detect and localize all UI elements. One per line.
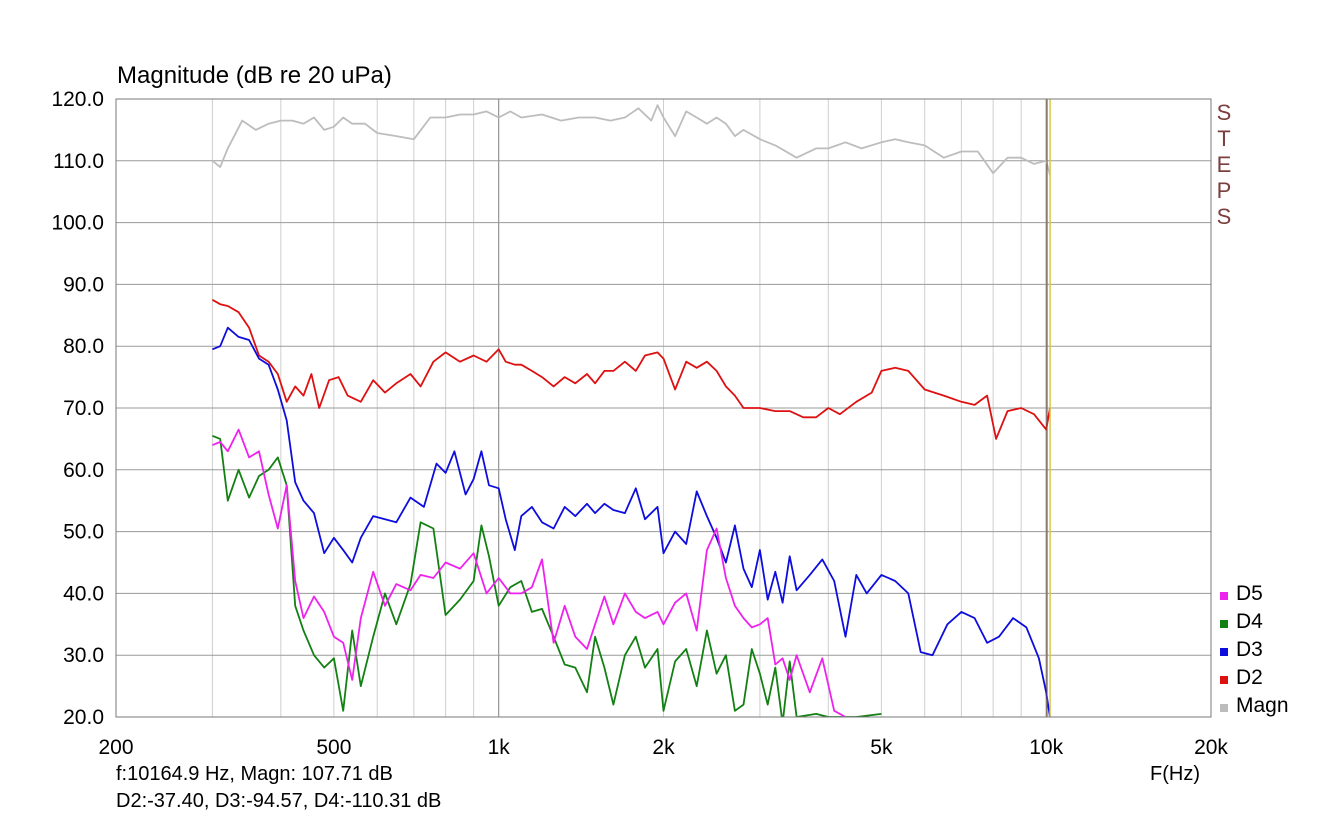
legend-item: D5 xyxy=(1220,580,1289,608)
series-line-d4 xyxy=(212,434,882,717)
x-tick-label: 5k xyxy=(870,736,893,759)
x-tick-label: 500 xyxy=(316,736,351,759)
series-line-d2 xyxy=(211,299,1051,440)
x-tick-label: 200 xyxy=(98,736,133,759)
legend-label: D5 xyxy=(1236,582,1263,605)
y-tick-label: 110.0 xyxy=(53,150,104,173)
y-tick-label: 100.0 xyxy=(51,212,104,235)
series-line-d3 xyxy=(212,326,1051,717)
legend-swatch xyxy=(1220,676,1228,684)
y-tick-label: 70.0 xyxy=(63,397,104,420)
series-line-magn xyxy=(211,104,1051,176)
chart-title: Magnitude (dB re 20 uPa) xyxy=(117,62,392,89)
cursor-readout-line1: f:10164.9 Hz, Magn: 107.71 dB xyxy=(116,763,393,785)
legend: D5 D4 D3 D2 Magn xyxy=(1220,580,1289,720)
legend-swatch xyxy=(1220,704,1228,712)
series-line-d5 xyxy=(212,428,846,717)
steps-letter: S xyxy=(1216,100,1232,125)
legend-item: D4 xyxy=(1220,608,1289,636)
x-tick-label: 10k xyxy=(1029,736,1063,759)
steps-letter: P xyxy=(1216,178,1232,203)
legend-label: Magn xyxy=(1236,694,1289,717)
x-tick-label: 2k xyxy=(652,736,675,759)
y-tick-label: 50.0 xyxy=(63,521,104,544)
legend-item: D2 xyxy=(1220,664,1289,692)
legend-swatch xyxy=(1220,648,1228,656)
steps-label: S T E P S xyxy=(1213,100,1235,230)
x-tick-label: 20k xyxy=(1194,736,1228,759)
x-tick-label: 1k xyxy=(488,736,511,759)
legend-label: D2 xyxy=(1236,666,1263,689)
legend-label: D3 xyxy=(1236,638,1263,661)
y-tick-label: 20.0 xyxy=(63,706,104,729)
x-axis-label: F(Hz) xyxy=(1150,763,1200,785)
y-tick-label: 120.0 xyxy=(51,88,104,111)
legend-label: D4 xyxy=(1236,610,1263,633)
cursor-readout-line2: D2:-37.40, D3:-94.57, D4:-110.31 dB xyxy=(116,790,442,812)
y-tick-label: 30.0 xyxy=(63,644,104,667)
y-tick-label: 60.0 xyxy=(63,459,104,482)
y-tick-label: 40.0 xyxy=(63,582,104,605)
y-tick-label: 90.0 xyxy=(63,273,104,296)
legend-item: Magn xyxy=(1220,692,1289,720)
legend-swatch xyxy=(1220,620,1228,628)
legend-item: D3 xyxy=(1220,636,1289,664)
y-tick-label: 80.0 xyxy=(63,335,104,358)
legend-swatch xyxy=(1220,592,1228,600)
steps-letter: E xyxy=(1216,152,1232,177)
plot-frame xyxy=(115,98,1212,718)
steps-letter: S xyxy=(1216,204,1232,229)
steps-letter: T xyxy=(1217,126,1231,151)
